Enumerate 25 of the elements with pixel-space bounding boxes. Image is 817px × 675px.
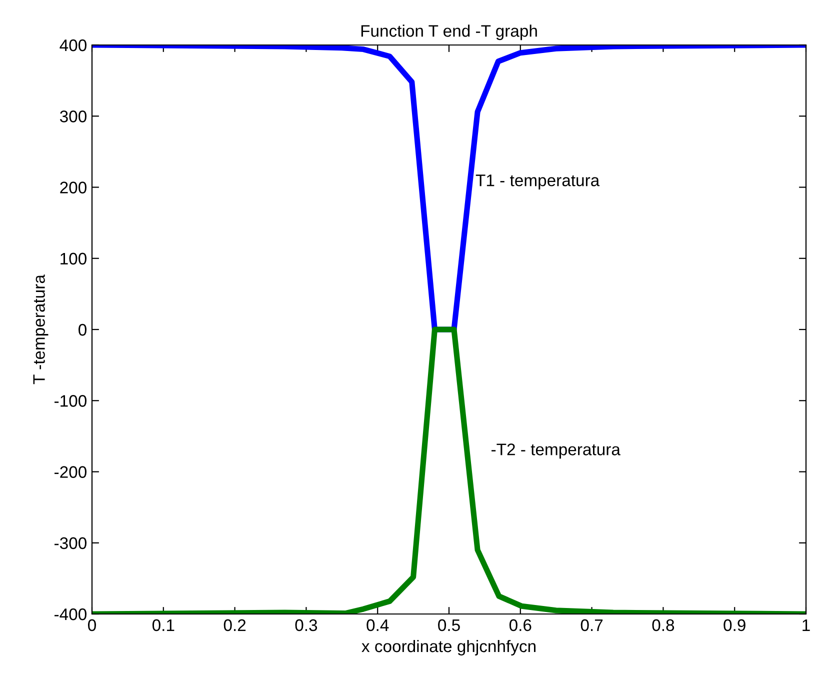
x-tick-label: 0.3 xyxy=(295,619,318,632)
x-tick-label: 0.7 xyxy=(580,619,603,632)
y-tick-label: -400 xyxy=(54,608,86,620)
chart-title: Function T end -T graph xyxy=(361,24,537,40)
series-label: -T2 - temperatura xyxy=(492,444,620,459)
x-tick-label: 0.8 xyxy=(652,619,674,632)
x-tick-label: 0.4 xyxy=(366,619,389,632)
series-label: T1 - temperatura xyxy=(476,174,600,190)
x-tick-label: 0.6 xyxy=(509,619,532,632)
y-tick-label: 300 xyxy=(60,110,86,122)
x-tick-label: 0.2 xyxy=(224,619,246,632)
y-tick-label: 0 xyxy=(78,324,86,336)
y-tick-label: 100 xyxy=(60,252,86,265)
y-tick-label: -100 xyxy=(54,395,86,407)
x-tick-label: 0.9 xyxy=(724,619,746,632)
y-tick-label: 200 xyxy=(60,182,86,194)
x-axis-title: x coordinate ghjcnhfycn xyxy=(362,640,536,656)
x-tick-label: 1 xyxy=(802,619,810,631)
y-tick-label: 400 xyxy=(60,39,86,52)
y-axis-title: T -temperatura xyxy=(33,274,48,384)
x-tick-label: 0.1 xyxy=(152,619,174,632)
y-tick-label: -200 xyxy=(54,466,86,478)
x-tick-label: 0.5 xyxy=(438,619,460,632)
y-tick-label: -300 xyxy=(54,537,86,550)
x-tick-label: 0 xyxy=(88,619,96,632)
